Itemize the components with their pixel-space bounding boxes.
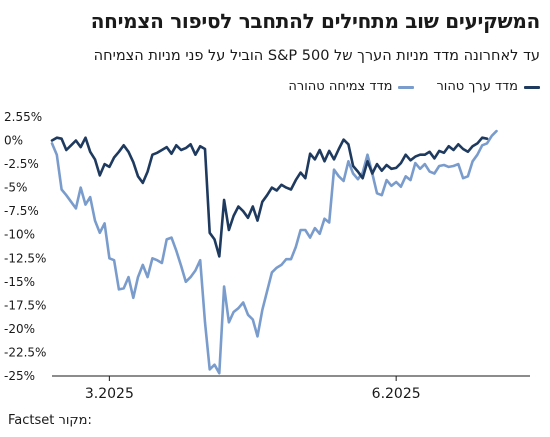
y-tick-label: -12.5% — [4, 251, 46, 265]
legend: מדד ערך טהור מדד צמיחה טהורה — [10, 78, 540, 96]
series-line-growth — [50, 129, 498, 375]
source-value: Factset — [8, 413, 55, 428]
x-axis: 3.2025 6.2025 — [52, 375, 530, 402]
y-tick-label: -15% — [4, 275, 35, 289]
y-tick-label: -5% — [4, 181, 27, 195]
y-tick-label: 2.55% — [4, 110, 42, 124]
y-tick-label: -25% — [4, 369, 35, 383]
y-axis: 2.55% 0% -2.5% -5% -7.5% -10% -12.5% -15% -17.5%… — [4, 110, 46, 383]
y-tick-label: -10% — [4, 228, 35, 242]
chart-subtitle: עד לאחרונה מדד מניות הערך של S&P 500 הוב… — [93, 48, 540, 64]
y-tick-label: -7.5% — [4, 204, 39, 218]
x-tick-label: 3.2025 — [85, 386, 134, 402]
y-tick-label: -17.5% — [4, 298, 46, 312]
series-layer — [50, 129, 498, 375]
source-note: Factset מקור: — [8, 412, 92, 430]
series-line-value — [50, 136, 489, 258]
legend-item-value: מדד ערך טהור — [436, 78, 540, 96]
y-tick-label: -20% — [4, 322, 35, 336]
chart-title: המשקיעים שוב מתחילים להתחבר לסיפור הצמיח… — [90, 9, 541, 33]
legend-swatch-value — [524, 85, 540, 89]
line-chart: 2.55% 0% -2.5% -5% -7.5% -10% -12.5% -15% -17.5%… — [4, 110, 530, 402]
y-tick-label: -2.5% — [4, 157, 39, 171]
source-label: מקור: — [58, 413, 92, 428]
legend-item-growth: מדד צמיחה טהורה — [288, 78, 415, 96]
y-tick-label: 0% — [4, 134, 23, 148]
legend-swatch-growth — [398, 85, 415, 89]
y-tick-label: -22.5% — [4, 345, 46, 359]
legend-label-growth: מדד צמיחה טהורה — [288, 79, 393, 94]
x-tick-label: 6.2025 — [372, 386, 421, 402]
legend-label-value: מדד ערך טהור — [436, 79, 518, 94]
